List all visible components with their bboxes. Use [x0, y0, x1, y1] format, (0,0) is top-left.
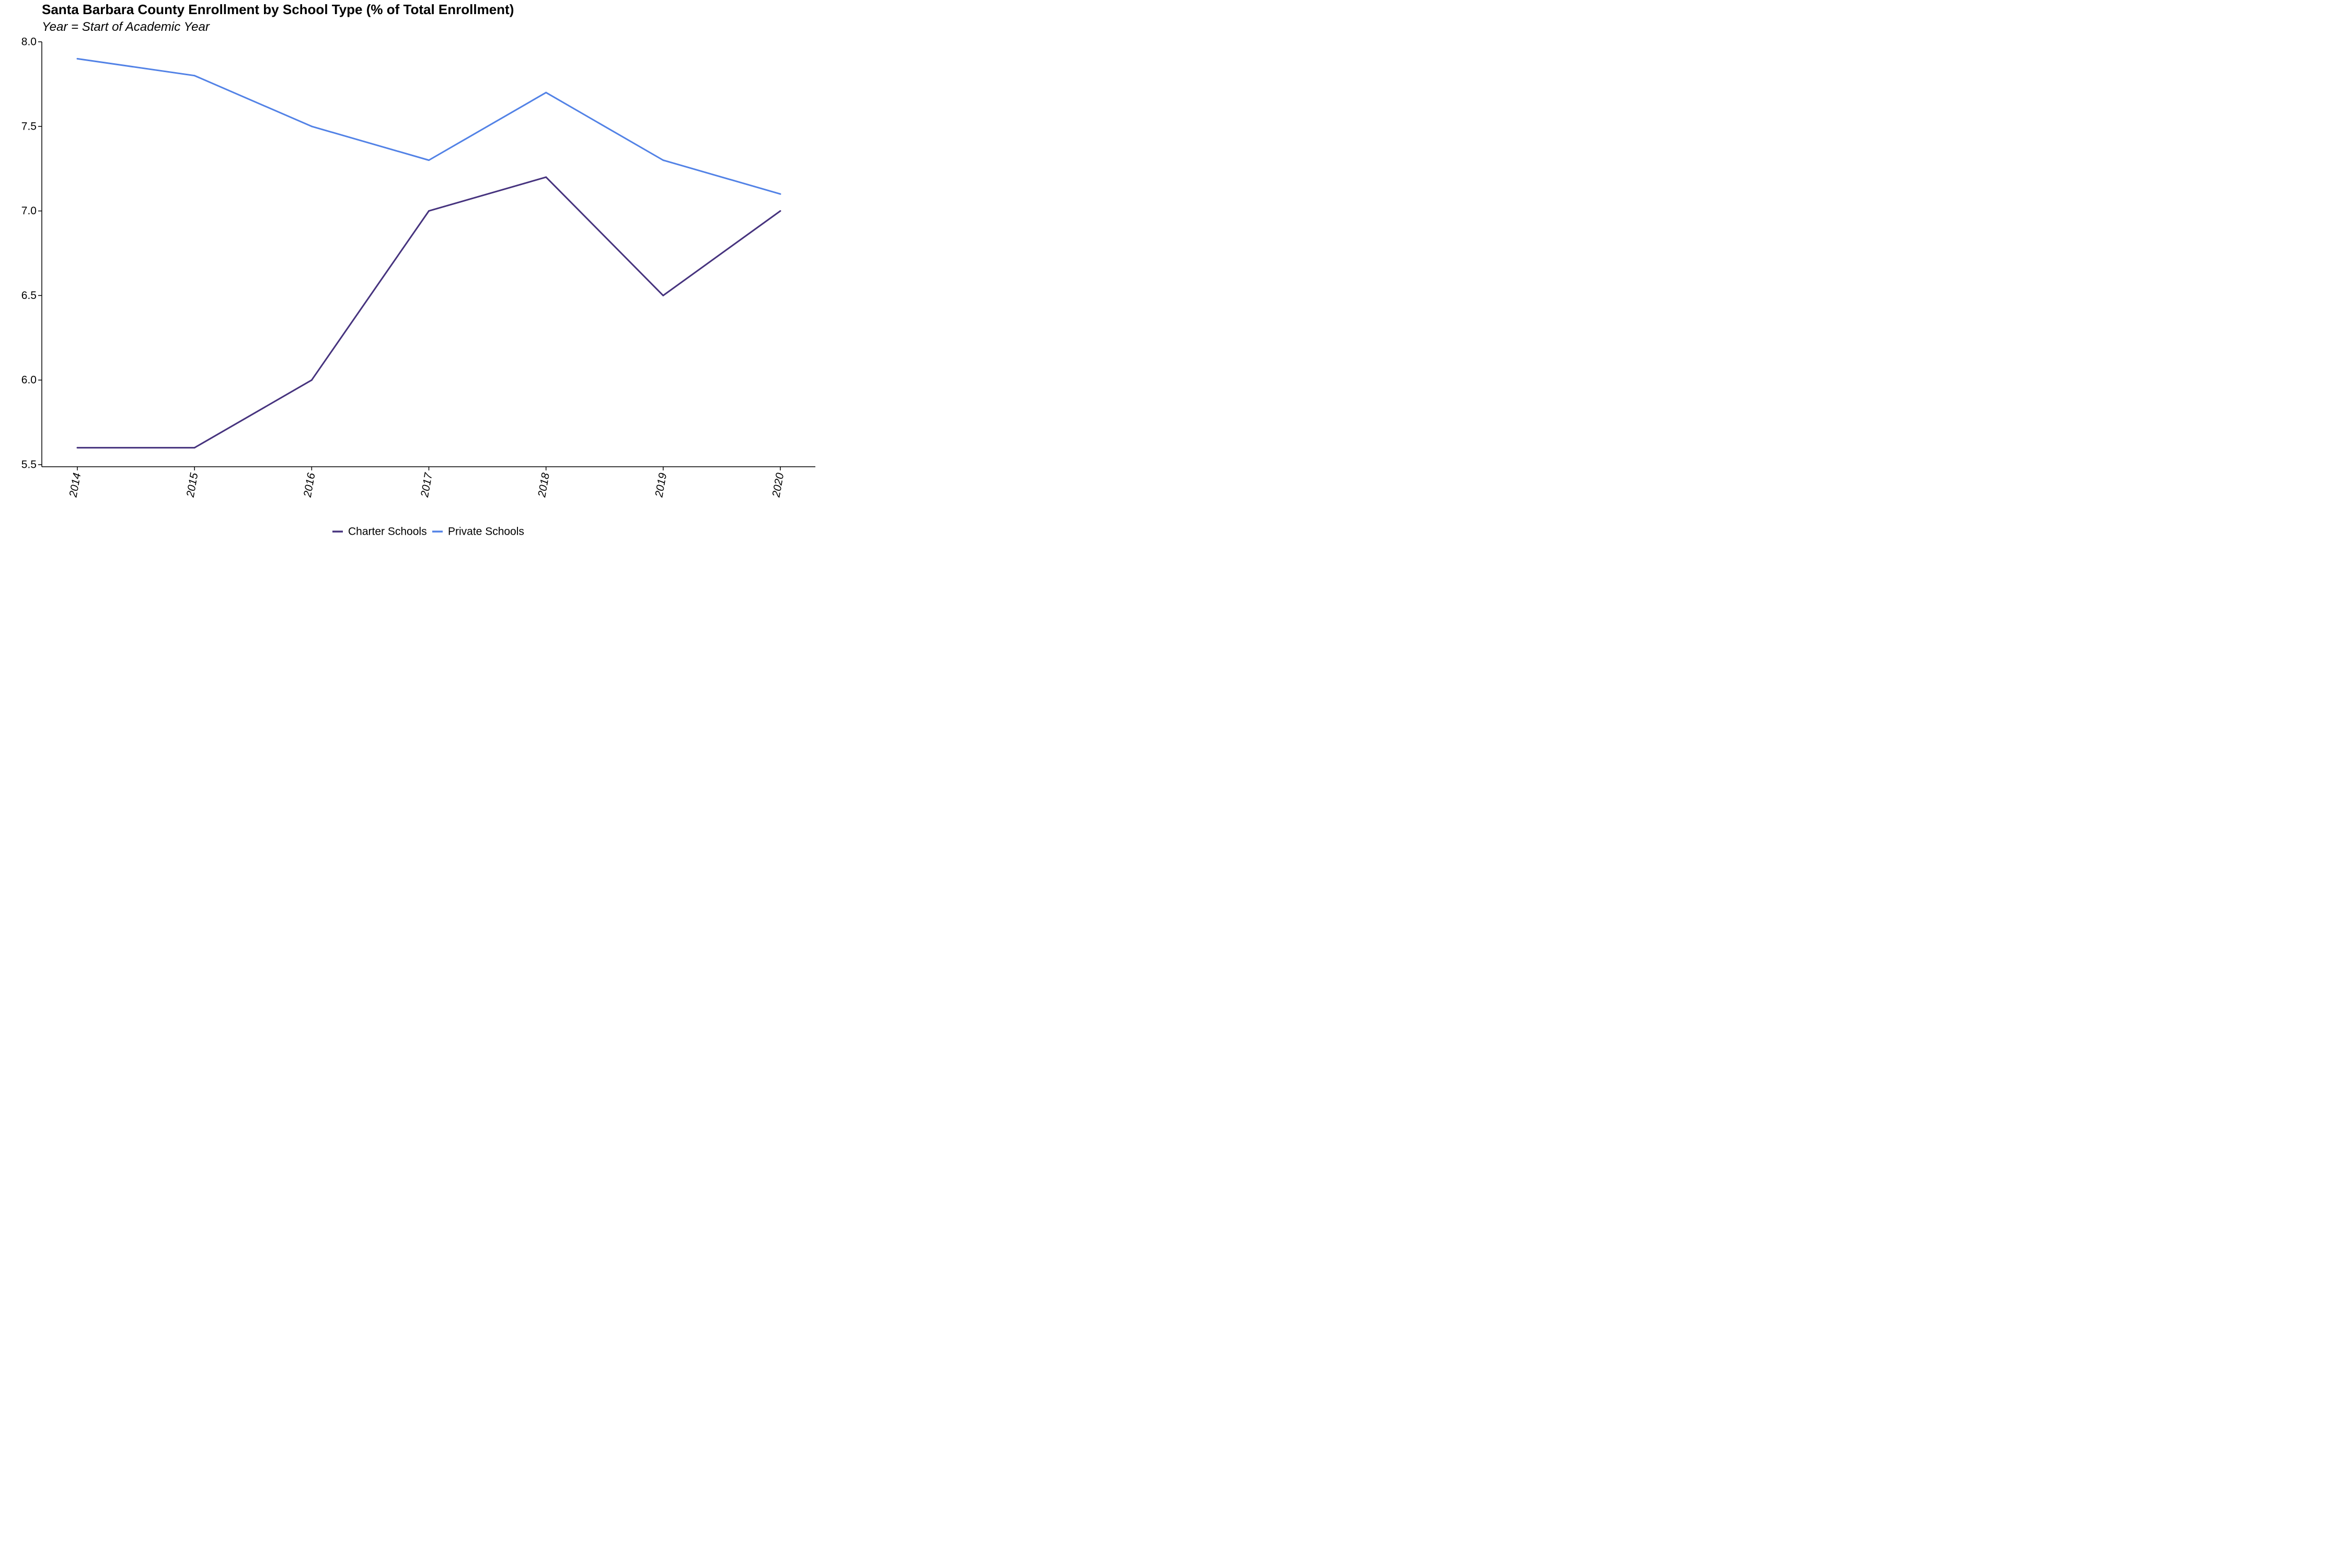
x-tick-label: 2019 — [653, 472, 669, 499]
data-point — [310, 125, 313, 128]
x-tick-label: 2016 — [302, 472, 318, 499]
x-axis-ticks: 2014 2015 2016 2017 2018 2019 2020 — [67, 467, 786, 499]
data-point — [193, 447, 195, 449]
line-chart: 5.56.06.57.07.58.0 2014 2015 2016 2017 2018 2… — [21, 36, 815, 538]
data-point — [662, 159, 664, 162]
y-axis-ticks: 5.5 6.0 6.5 7.0 7.5 8.0 — [21, 36, 42, 471]
y-tick-label: 6.0 — [21, 374, 37, 386]
chart-title: Santa Barbara County Enrollment by Schoo… — [42, 2, 514, 17]
x-tick-label: 2020 — [770, 472, 786, 499]
data-point — [779, 193, 781, 195]
data-point — [545, 176, 547, 178]
data-point — [545, 91, 547, 94]
y-tick-label: 8.0 — [21, 36, 37, 48]
series-lines — [76, 57, 781, 449]
x-tick-label: 2018 — [536, 472, 552, 499]
y-tick-label: 6.5 — [21, 290, 37, 302]
data-point — [428, 210, 430, 212]
y-tick-label: 7.0 — [21, 205, 37, 217]
series-line-charter-schools — [77, 176, 781, 449]
x-tick-label: 2014 — [67, 472, 83, 499]
data-point — [662, 294, 664, 296]
x-tick-label: 2017 — [419, 471, 435, 499]
x-tick-label: 2015 — [185, 472, 201, 499]
data-point — [76, 57, 78, 60]
y-tick-label: 7.5 — [21, 120, 37, 132]
legend: Charter Schools Private Schools — [332, 526, 524, 538]
legend-label: Private Schools — [448, 526, 524, 538]
data-point — [428, 159, 430, 162]
chart-subtitle: Year = Start of Academic Year — [42, 20, 210, 34]
data-point — [76, 447, 78, 449]
series-line-private-schools — [77, 57, 781, 195]
data-point — [779, 210, 781, 212]
y-tick-label: 5.5 — [21, 459, 37, 471]
data-point — [310, 379, 313, 381]
data-point — [193, 75, 195, 77]
legend-label: Charter Schools — [348, 526, 427, 538]
